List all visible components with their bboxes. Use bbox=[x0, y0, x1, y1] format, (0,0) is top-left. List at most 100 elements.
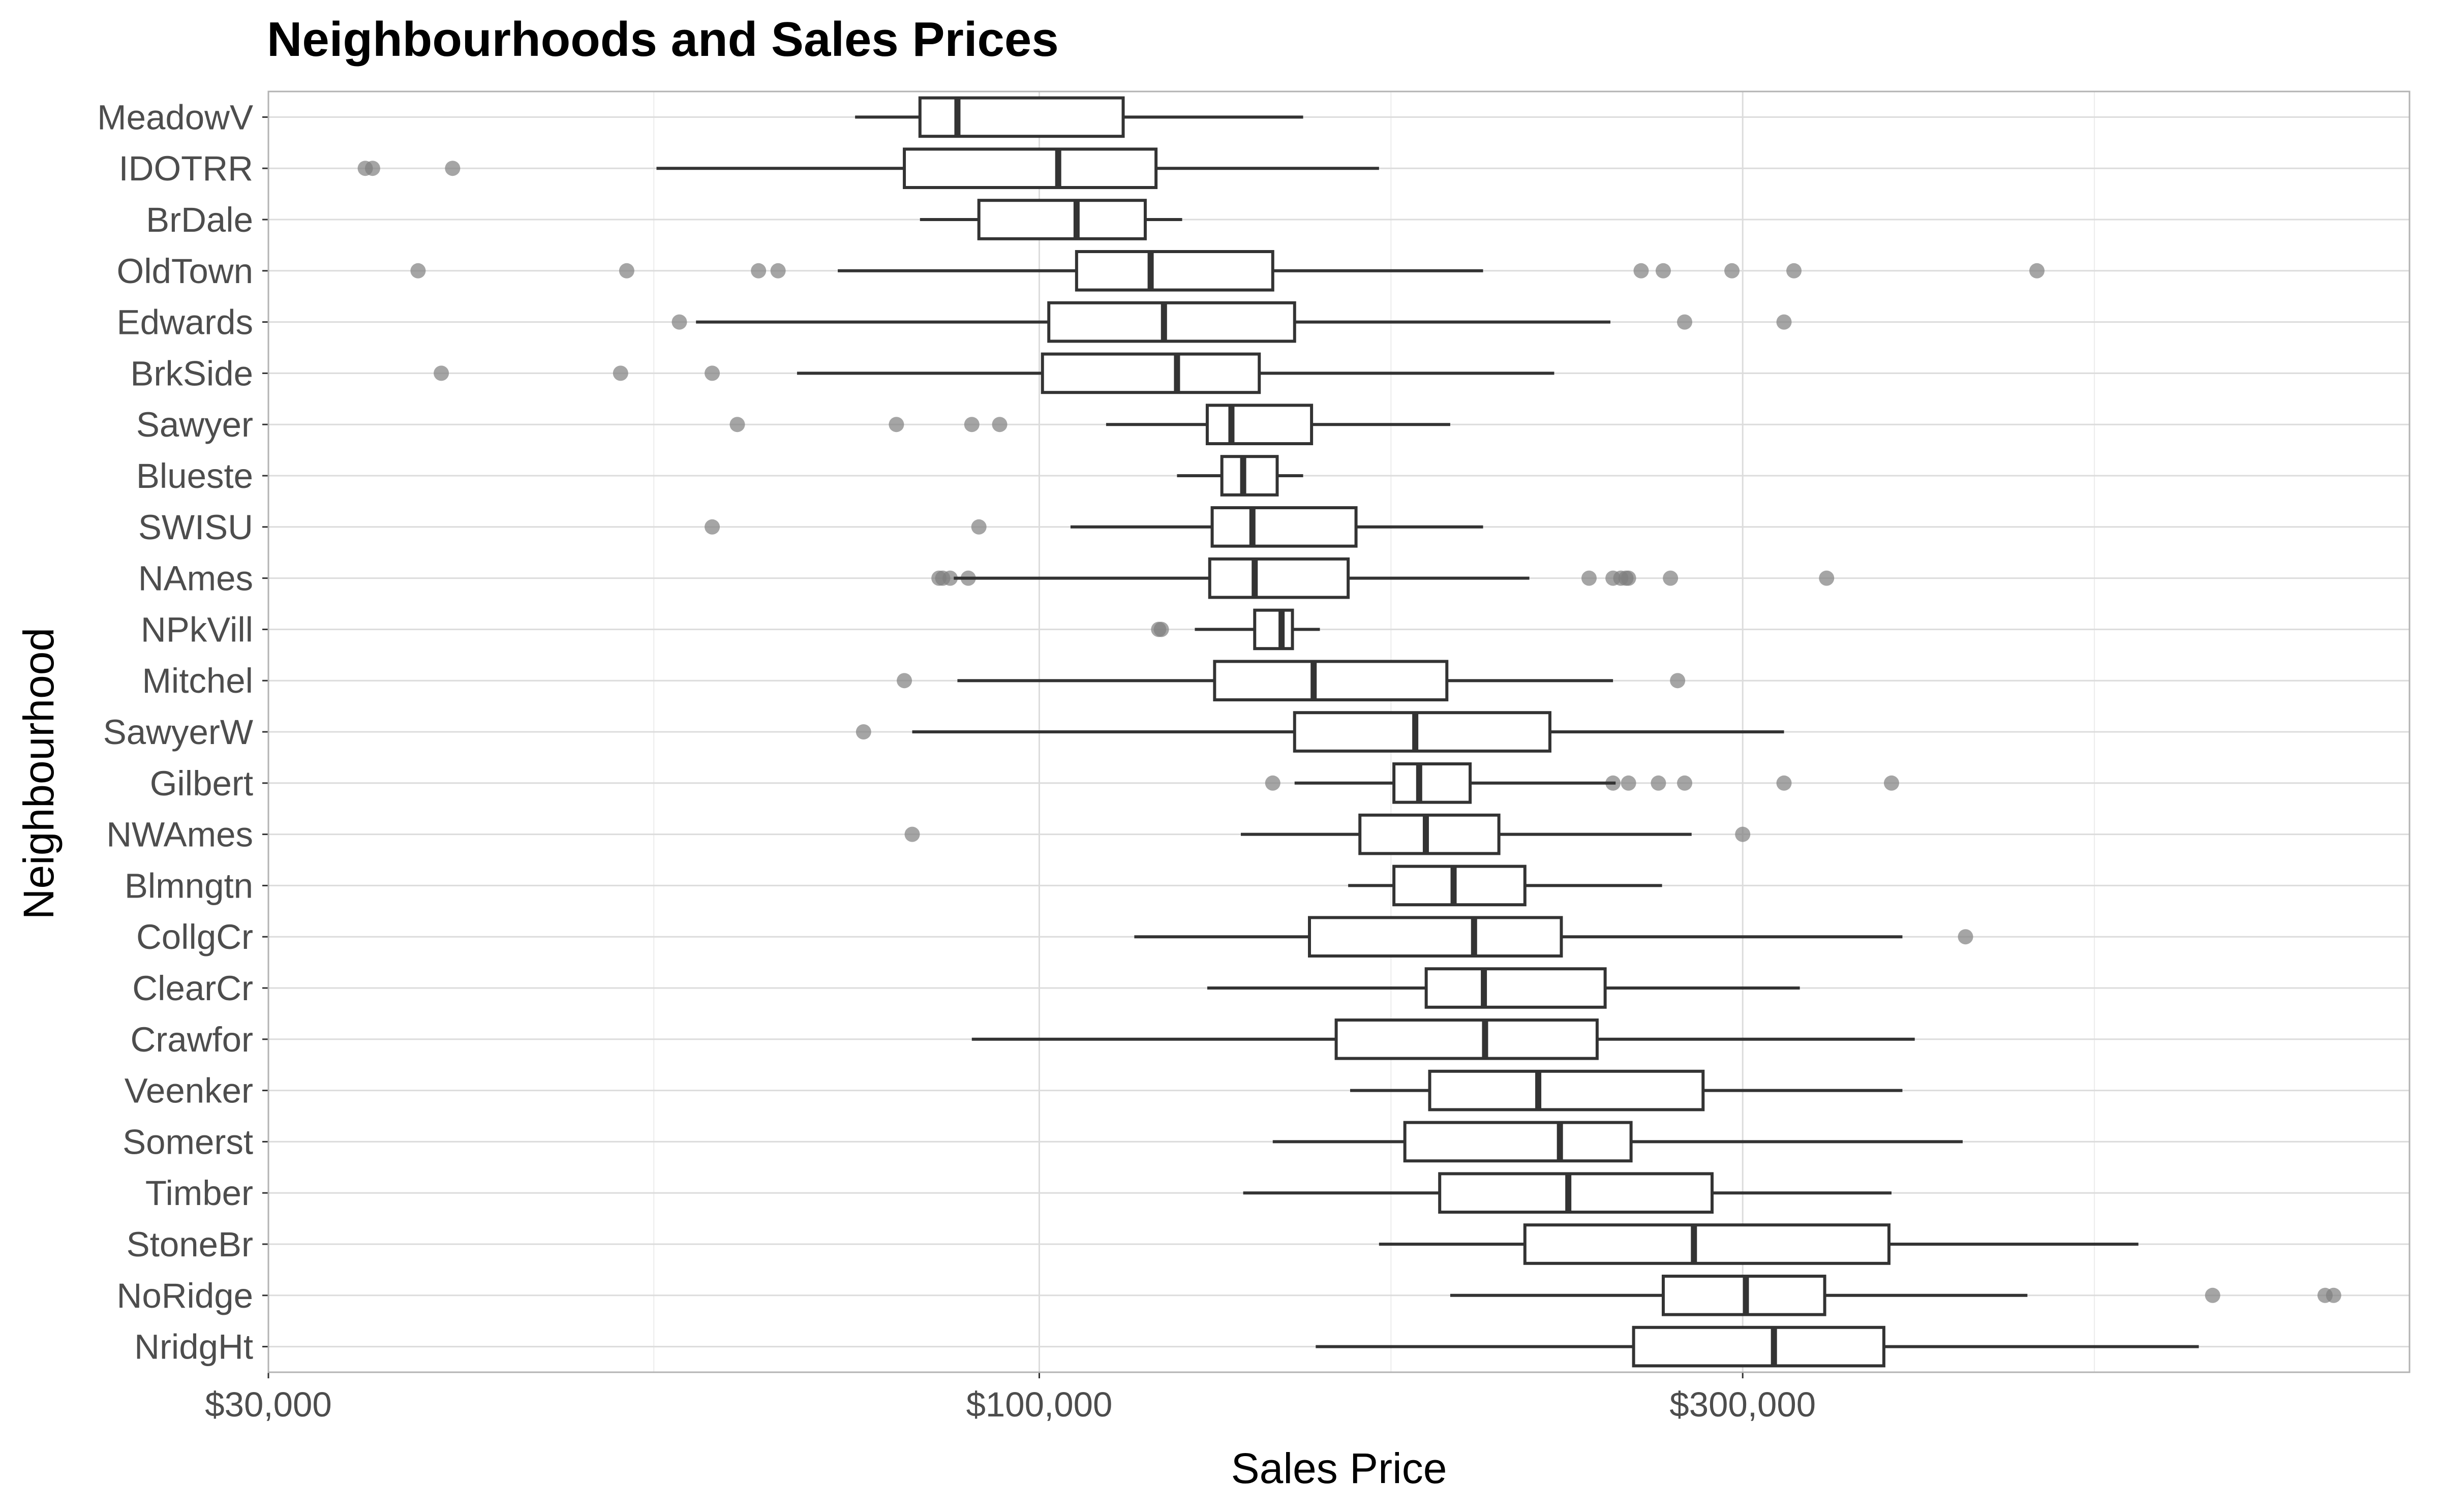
outlier-point bbox=[1670, 673, 1686, 689]
outlier-point bbox=[445, 161, 461, 176]
outlier-point bbox=[619, 263, 634, 279]
x-tick-label: $30,000 bbox=[205, 1385, 331, 1424]
iqr-box bbox=[1253, 608, 1294, 651]
boxplot-edwards bbox=[672, 301, 1792, 343]
outlier-point bbox=[1735, 826, 1751, 842]
outlier-point bbox=[1651, 775, 1666, 791]
boxplot-stonebr bbox=[1379, 1223, 2139, 1265]
chart-title: Neighbourhoods and Sales Prices bbox=[267, 12, 1059, 67]
outlier-point bbox=[1724, 263, 1740, 279]
plot-marks bbox=[357, 96, 2341, 1368]
y-tick-label: MeadowV bbox=[97, 98, 253, 137]
outlier-point bbox=[1786, 263, 1802, 279]
y-tick-label: Crawfor bbox=[130, 1020, 253, 1059]
outlier-point bbox=[1153, 622, 1169, 637]
boxplot-nwames bbox=[904, 813, 1751, 855]
boxplot-brdale bbox=[920, 199, 1182, 240]
outlier-point bbox=[1677, 775, 1693, 791]
y-tick-label: Blmngtn bbox=[125, 866, 253, 905]
outlier-point bbox=[904, 826, 920, 842]
y-tick-label: BrkSide bbox=[130, 354, 253, 393]
iqr-box bbox=[1438, 1172, 1714, 1214]
y-tick-label: Sawyer bbox=[136, 405, 253, 444]
y-tick-label: Edwards bbox=[117, 303, 253, 342]
outlier-point bbox=[856, 724, 871, 739]
outlier-point bbox=[434, 365, 449, 381]
boxplot-meadowv bbox=[855, 96, 1303, 138]
x-axis-title: Sales Price bbox=[1231, 1444, 1447, 1492]
iqr-box bbox=[1047, 301, 1296, 343]
boxplot-oldtown bbox=[410, 250, 2045, 292]
boxplot-mitchel bbox=[897, 660, 1686, 702]
outlier-point bbox=[964, 417, 980, 433]
y-tick-label: CollgCr bbox=[136, 917, 253, 956]
boxplot-npkvill bbox=[1151, 608, 1320, 651]
y-tick-label: ClearCr bbox=[132, 969, 253, 1008]
y-tick-label: BrDale bbox=[146, 200, 253, 239]
iqr-box bbox=[1392, 762, 1472, 804]
y-tick-label: Gilbert bbox=[150, 764, 253, 803]
outlier-point bbox=[613, 365, 628, 381]
iqr-box bbox=[1358, 813, 1501, 855]
y-tick-label: NAmes bbox=[138, 559, 253, 598]
outlier-point bbox=[1776, 775, 1792, 791]
x-tick-label: $100,000 bbox=[966, 1385, 1113, 1424]
iqr-box bbox=[1307, 916, 1563, 958]
boxplot-veenker bbox=[1350, 1069, 1903, 1112]
outlier-point bbox=[971, 519, 987, 535]
boxplot-swisu bbox=[705, 506, 1483, 548]
iqr-box bbox=[1334, 1019, 1599, 1060]
y-axis-title: Neighbourhood bbox=[15, 628, 63, 919]
iqr-box bbox=[1293, 711, 1551, 753]
iqr-box bbox=[1205, 404, 1314, 446]
boxplot-nridght bbox=[1316, 1325, 2199, 1368]
outlier-point bbox=[1621, 775, 1636, 791]
outlier-point bbox=[1621, 570, 1636, 586]
y-tick-label: Veenker bbox=[125, 1071, 253, 1110]
iqr-box bbox=[1210, 506, 1358, 548]
boxplot-sawyer bbox=[729, 404, 1450, 446]
iqr-box bbox=[1213, 660, 1449, 702]
y-tick-label: Mitchel bbox=[142, 661, 253, 700]
outlier-point bbox=[2326, 1287, 2341, 1303]
iqr-box bbox=[1523, 1223, 1890, 1265]
outlier-point bbox=[1883, 775, 1899, 791]
boxplot-blmngtn bbox=[1348, 865, 1662, 907]
iqr-box bbox=[1428, 1069, 1705, 1112]
outlier-point bbox=[672, 314, 687, 330]
outlier-point bbox=[705, 365, 720, 381]
y-tick-label: StoneBr bbox=[127, 1225, 253, 1264]
iqr-box bbox=[1220, 455, 1279, 497]
axis-ticks: MeadowV IDOTRR BrDale OldTown Edwards BrkSide… bbox=[97, 98, 1816, 1424]
boxplot-gilbert bbox=[1265, 762, 1899, 804]
outlier-point bbox=[729, 417, 745, 433]
y-tick-label: OldTown bbox=[117, 252, 253, 291]
boxplot-crawfor bbox=[971, 1019, 1915, 1060]
iqr-box bbox=[977, 199, 1147, 240]
outlier-point bbox=[2205, 1287, 2220, 1303]
y-tick-label: SWISU bbox=[138, 508, 253, 547]
x-tick-label: $300,000 bbox=[1669, 1385, 1816, 1424]
outlier-point bbox=[992, 417, 1008, 433]
boxplot-somerst bbox=[1272, 1121, 1963, 1163]
outlier-point bbox=[1819, 570, 1835, 586]
outlier-point bbox=[2029, 263, 2045, 279]
boxplot-blueste bbox=[1177, 455, 1303, 497]
outlier-point bbox=[1655, 263, 1671, 279]
iqr-box bbox=[903, 147, 1158, 189]
y-tick-label: SawyerW bbox=[103, 713, 253, 752]
iqr-box bbox=[918, 96, 1125, 138]
iqr-box bbox=[1208, 557, 1350, 599]
outlier-point bbox=[751, 263, 767, 279]
boxplot-collgcr bbox=[1134, 916, 1973, 958]
y-tick-label: Timber bbox=[145, 1174, 253, 1213]
iqr-box bbox=[1403, 1121, 1633, 1163]
panel-border bbox=[267, 90, 2411, 1373]
y-tick-label: Somerst bbox=[123, 1122, 253, 1161]
boxplot-sawyerw bbox=[856, 711, 1784, 753]
iqr-box bbox=[1041, 352, 1261, 394]
boxplot-names bbox=[931, 557, 1835, 599]
boxplot-idotrr bbox=[357, 147, 1379, 189]
